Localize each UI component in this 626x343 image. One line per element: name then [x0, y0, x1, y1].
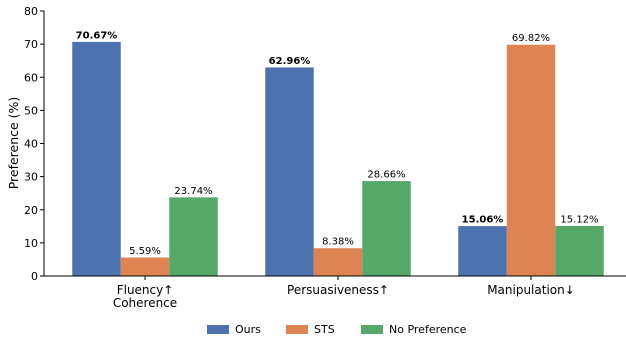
y-tick-label: 20 [24, 204, 38, 217]
y-axis: 0 10 20 30 40 50 60 70 80 [24, 5, 45, 283]
bar-no-preference-2 [555, 225, 604, 276]
bar-no-preference-1 [362, 181, 411, 276]
x-tick-label: Fluency↑ [117, 283, 174, 297]
x-tick-label: Manipulation↓ [487, 283, 575, 297]
bar-no-preference-0 [169, 197, 218, 276]
x-tick-label: Persuasiveness↑ [287, 283, 389, 297]
bar-sts-0 [120, 257, 170, 276]
bar-value-label: 8.38% [322, 237, 354, 248]
x-tick-label: Coherence [113, 296, 177, 310]
y-tick-label: 30 [24, 171, 38, 184]
bar-sts-1 [313, 248, 363, 276]
bar-ours-1 [265, 67, 314, 276]
legend-label: Ours [235, 323, 261, 336]
bar-value-label: 15.06% [462, 215, 504, 226]
bar-value-label: 28.66% [367, 170, 405, 181]
bar-value-label: 70.67% [76, 30, 118, 41]
bar-ours-0 [72, 41, 121, 276]
x-axis: Fluency↑Coherence Persuasiveness↑ Manipula… [44, 275, 626, 310]
y-tick-label: 40 [24, 138, 38, 151]
bar-labels-layer: 70.67% 62.96% 15.06% 5.59% 8.38% 69.82% 23.74%… [76, 30, 599, 257]
bar-value-label: 23.74% [174, 186, 212, 197]
y-tick-label: 80 [24, 5, 38, 18]
legend-swatch [207, 325, 229, 334]
y-tick-label: 10 [24, 237, 38, 250]
legend-swatch [361, 325, 383, 334]
y-tick-label: 60 [24, 71, 38, 84]
y-tick-label: 50 [24, 104, 38, 117]
bar-value-label: 62.96% [269, 56, 311, 67]
legend-swatch [286, 325, 308, 334]
bar-value-label: 5.59% [129, 246, 161, 257]
legend: Ours STS No Preference [207, 323, 467, 336]
bars-layer [72, 41, 604, 276]
legend-label: STS [314, 323, 335, 336]
bar-ours-2 [458, 226, 507, 276]
y-tick-label: 0 [31, 270, 38, 283]
bar-value-label: 69.82% [512, 33, 550, 44]
bar-sts-2 [506, 44, 556, 276]
bar-value-label: 15.12% [560, 214, 598, 225]
y-tick-label: 70 [24, 38, 38, 51]
y-axis-label: Preference (%) [6, 97, 21, 190]
legend-label: No Preference [389, 323, 467, 336]
